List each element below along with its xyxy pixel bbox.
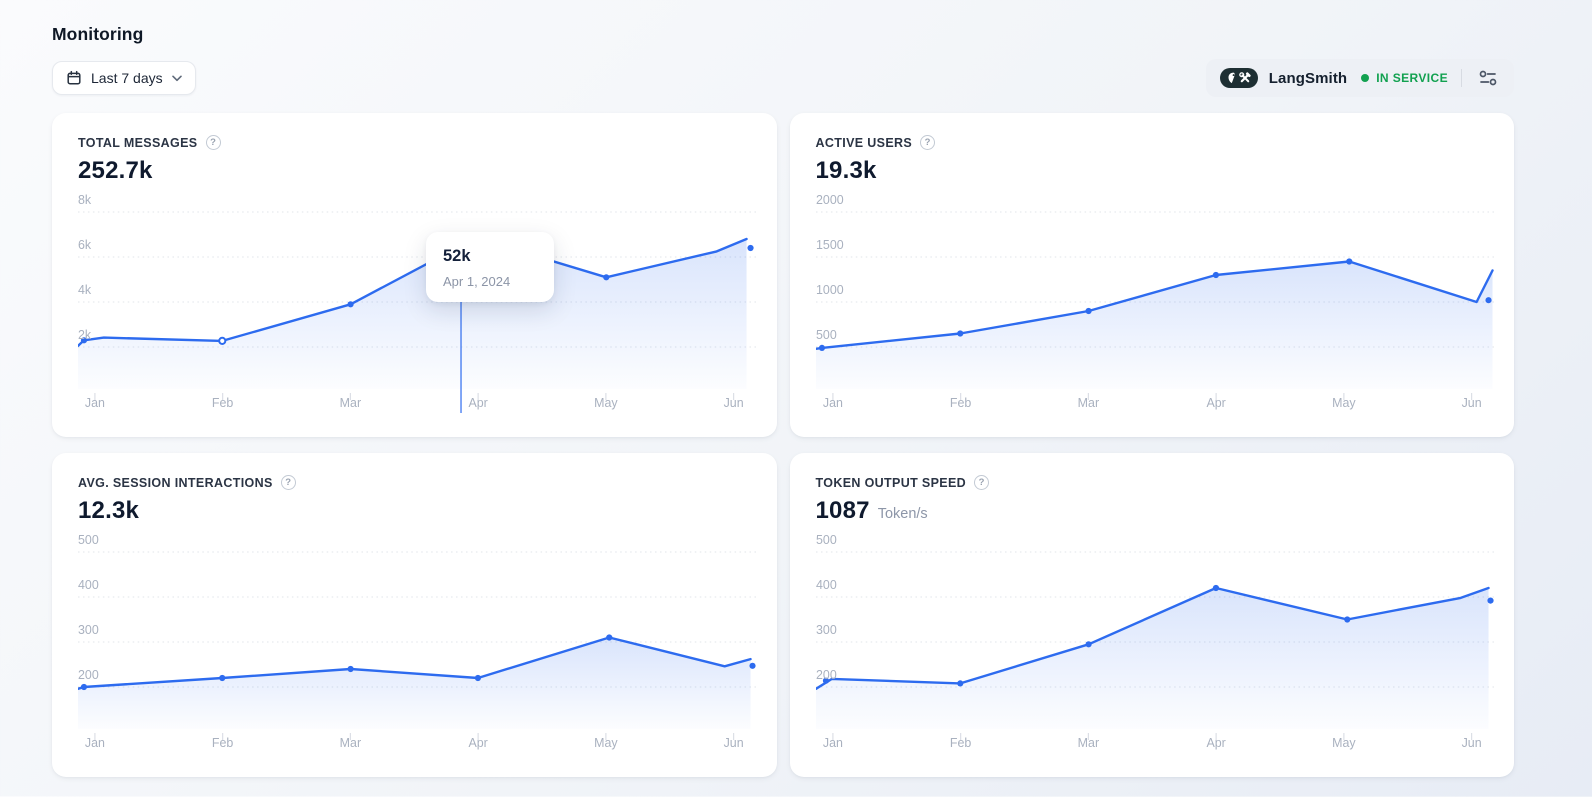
topbar: Monitoring Last 7 days [0,0,1592,113]
help-icon[interactable]: ? [974,475,990,490]
langsmith-logo-icon [1219,67,1259,89]
svg-text:Jun: Jun [1461,396,1481,410]
chart-active-users[interactable]: 2000 1500 1000 500 Jan Feb Mar Apr May Jun [815,188,1495,420]
svg-text:1000: 1000 [816,283,844,297]
metric-cards-grid: TOTAL MESSAGES ? 252.7k 52k Apr 1, 2024 [0,113,1592,797]
svg-text:4k: 4k [78,283,92,297]
area-chart-svg[interactable]: 8k 6k 4k 2k Jan Feb Mar Apr May Jun [78,188,757,420]
svg-text:300: 300 [78,623,99,637]
calendar-icon [66,70,82,86]
tooltip-date: Apr 1, 2024 [443,274,511,289]
metric-value-token-output-speed: 1087 [815,497,870,524]
card-avg-session-interactions: AVG. SESSION INTERACTIONS ? 12.3k 500 400… [52,453,777,777]
svg-text:May: May [1332,736,1356,750]
help-icon[interactable]: ? [920,135,936,150]
card-token-output-speed: TOKEN OUTPUT SPEED ? 1087 Token/s 500 400… [789,453,1514,777]
svg-text:Jun: Jun [724,396,744,410]
svg-text:Mar: Mar [1077,736,1098,750]
svg-text:1500: 1500 [816,238,844,252]
metric-value-avg-session-interactions: 12.3k [78,497,140,524]
svg-text:200: 200 [816,668,837,682]
svg-text:200: 200 [78,668,99,682]
svg-text:Apr: Apr [1206,736,1225,750]
card-active-users: ACTIVE USERS ? 19.3k 2000 1500 1000 500 Jan F… [789,113,1514,437]
svg-text:Mar: Mar [340,396,361,410]
area-chart-svg[interactable]: 2000 1500 1000 500 Jan Feb Mar Apr May Jun [815,188,1495,420]
svg-text:Mar: Mar [340,736,361,750]
service-badge: LangSmith IN SERVICE [1205,59,1514,97]
svg-text:May: May [1332,396,1356,410]
status-dot-icon [1361,74,1370,82]
svg-text:Feb: Feb [212,736,233,750]
card-title-avg-session-interactions: AVG. SESSION INTERACTIONS [78,475,273,490]
svg-text:Mar: Mar [1077,396,1098,410]
svg-text:500: 500 [78,533,99,547]
svg-text:500: 500 [816,533,837,547]
chart-token-output-speed[interactable]: 500 400 300 200 Jan Feb Mar Apr May Jun [815,528,1495,760]
svg-text:Feb: Feb [949,736,970,750]
svg-text:Feb: Feb [949,396,970,410]
svg-text:Jun: Jun [1461,736,1481,750]
chart-total-messages[interactable]: 52k Apr 1, 2024 8k 6k 4k 2k Jan Feb Mar Apr May J… [78,188,757,420]
svg-text:Jan: Jan [85,736,105,750]
date-range-label: Last 7 days [91,70,163,86]
date-range-button[interactable]: Last 7 days [52,61,196,95]
svg-text:2000: 2000 [816,193,844,207]
card-total-messages: TOTAL MESSAGES ? 252.7k 52k Apr 1, 2024 [52,113,777,437]
svg-text:Apr: Apr [468,396,487,410]
card-title-active-users: ACTIVE USERS [815,135,913,150]
svg-text:400: 400 [78,578,99,592]
chart-avg-session-interactions[interactable]: 500 400 300 200 Jan Feb Mar Apr May Jun [78,528,757,760]
svg-text:400: 400 [816,578,837,592]
svg-text:Jan: Jan [822,396,842,410]
help-icon[interactable]: ? [205,135,221,150]
svg-text:Apr: Apr [1206,396,1225,410]
svg-text:6k: 6k [78,238,92,252]
svg-text:2k: 2k [78,328,92,342]
svg-text:8k: 8k [78,193,92,207]
brand-label: LangSmith [1268,69,1348,87]
svg-text:Jan: Jan [85,396,105,410]
status-label: IN SERVICE [1376,71,1448,85]
toolbar-row: Last 7 days [52,59,1514,97]
svg-text:Feb: Feb [212,396,233,410]
badge-divider [1461,69,1462,87]
metric-value-total-messages: 252.7k [78,157,153,184]
card-title-token-output-speed: TOKEN OUTPUT SPEED [815,475,967,490]
metric-value-active-users: 19.3k [815,157,877,184]
area-chart-svg[interactable]: 500 400 300 200 Jan Feb Mar Apr May Jun [815,528,1495,760]
area-chart-svg[interactable]: 500 400 300 200 Jan Feb Mar Apr May Jun [78,528,757,760]
tooltip-value: 52k [443,247,471,265]
metric-unit-token-output-speed: Token/s [877,506,928,522]
svg-text:Jun: Jun [724,736,744,750]
svg-text:May: May [594,396,618,410]
card-title-total-messages: TOTAL MESSAGES [78,135,198,150]
chart-tooltip: 52k Apr 1, 2024 [426,232,554,302]
svg-text:500: 500 [816,328,837,342]
help-icon[interactable]: ? [280,475,296,490]
chevron-down-icon [171,75,182,82]
svg-text:300: 300 [816,623,837,637]
svg-text:Apr: Apr [468,736,487,750]
status-badge: IN SERVICE [1361,71,1448,85]
settings-sliders-button[interactable] [1475,65,1501,91]
page-title: Monitoring [52,24,144,44]
svg-text:Jan: Jan [822,736,842,750]
svg-text:May: May [594,736,618,750]
